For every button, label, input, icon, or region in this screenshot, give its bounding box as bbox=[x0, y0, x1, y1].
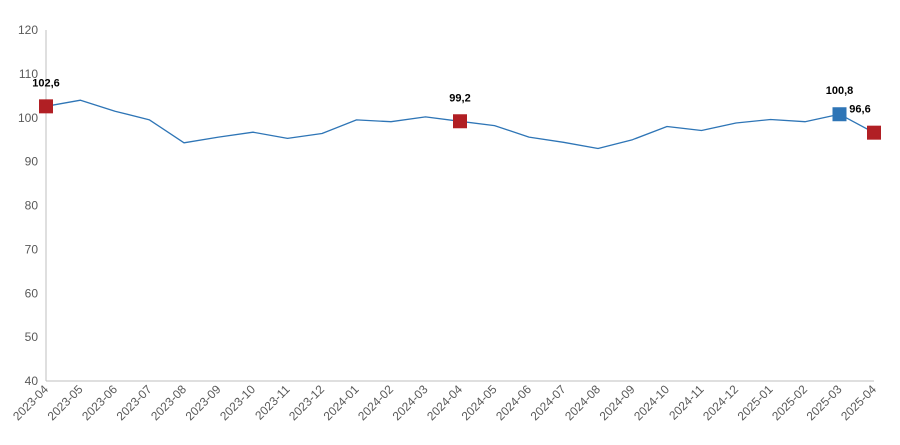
data-labels: 102,6 99,2 100,8 96,6 bbox=[32, 77, 870, 115]
x-tick-label: 2024-07 bbox=[528, 382, 569, 423]
x-tick-label: 2025-02 bbox=[769, 382, 810, 423]
x-tick-label: 2023-07 bbox=[114, 382, 155, 423]
data-label: 96,6 bbox=[849, 104, 870, 116]
y-tick-label: 100 bbox=[18, 111, 38, 125]
highlight-marker bbox=[867, 125, 881, 140]
x-tick-label: 2023-10 bbox=[217, 382, 258, 423]
y-tick-label: 50 bbox=[25, 330, 39, 344]
x-tick-label: 2023-08 bbox=[148, 382, 189, 423]
highlight-marker bbox=[453, 114, 467, 129]
data-label: 102,6 bbox=[32, 77, 60, 89]
x-tick-label: 2024-05 bbox=[459, 382, 500, 423]
x-tick-label: 2024-03 bbox=[390, 382, 431, 423]
x-tick-label: 2024-01 bbox=[321, 382, 362, 423]
x-tick-label: 2024-10 bbox=[631, 382, 672, 423]
highlight-marker bbox=[39, 99, 53, 114]
data-label: 99,2 bbox=[449, 92, 470, 104]
y-tick-label: 40 bbox=[25, 374, 39, 388]
y-tick-label: 60 bbox=[25, 286, 39, 300]
y-tick-label: 80 bbox=[25, 199, 39, 213]
x-tick-label: 2024-12 bbox=[700, 382, 741, 423]
y-tick-label: 70 bbox=[25, 242, 39, 256]
x-tick-label: 2024-09 bbox=[597, 382, 638, 423]
x-tick-label: 2023-12 bbox=[286, 382, 327, 423]
highlight-markers bbox=[39, 99, 881, 140]
x-tick-label: 2024-02 bbox=[355, 382, 396, 423]
x-tick-label: 2024-11 bbox=[666, 382, 707, 423]
x-tick-label: 2025-04 bbox=[838, 382, 879, 423]
data-label: 100,8 bbox=[826, 85, 854, 97]
x-tick-label: 2023-11 bbox=[252, 382, 293, 423]
x-axis: 2023-042023-052023-062023-072023-082023-… bbox=[10, 380, 879, 423]
x-tick-label: 2023-04 bbox=[10, 382, 51, 423]
x-tick-label: 2023-05 bbox=[45, 382, 86, 423]
highlight-marker bbox=[832, 107, 847, 122]
y-axis: 40 50 60 70 80 90 100 110 120 bbox=[18, 23, 47, 388]
x-tick-label: 2024-04 bbox=[424, 382, 465, 423]
x-tick-label: 2024-06 bbox=[493, 382, 534, 423]
y-tick-label: 120 bbox=[18, 23, 38, 37]
x-tick-label: 2023-06 bbox=[79, 382, 120, 423]
x-tick-label: 2024-08 bbox=[562, 382, 603, 423]
x-tick-label: 2025-01 bbox=[735, 382, 776, 423]
x-tick-label: 2023-09 bbox=[183, 382, 224, 423]
x-tick-label: 2025-03 bbox=[804, 382, 845, 423]
y-tick-label: 90 bbox=[25, 155, 39, 169]
y-tick-label: 110 bbox=[19, 67, 38, 81]
